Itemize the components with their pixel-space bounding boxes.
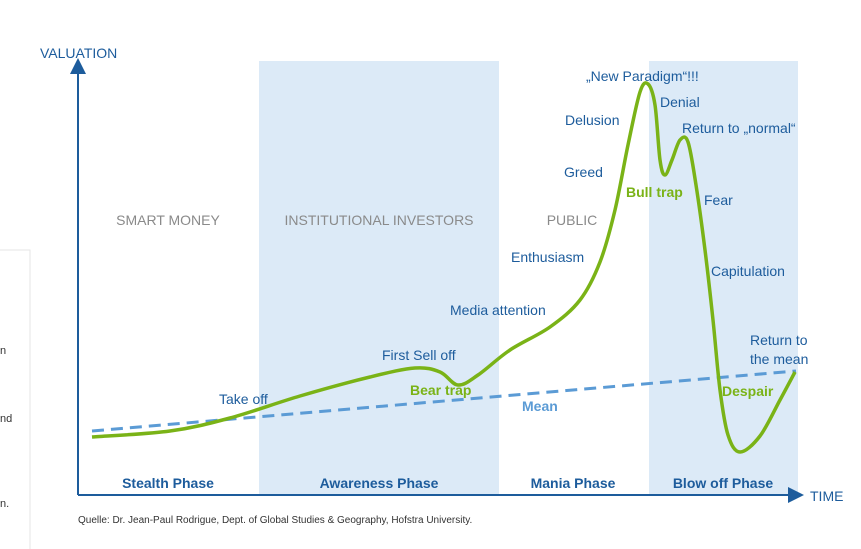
source: Quelle: Dr. Jean-Paul Rodrigue, Dept. of… [78,515,472,526]
annotation: Greed [564,164,603,180]
y-axis-label: VALUATION [40,45,117,61]
annotation: the mean [750,351,808,367]
zone-label: PUBLIC [547,212,598,228]
annotation: Delusion [565,112,619,128]
phase-label: Blow off Phase [673,475,774,491]
annotation: Take off [219,391,268,407]
sidebar-text: n [0,345,6,357]
annotation: Bull trap [626,184,683,200]
annotation: Return to [750,332,808,348]
annotation: „New Paradigm“!!! [586,68,699,84]
annotation: Enthusiasm [511,249,584,265]
zone-label: SMART MONEY [116,212,220,228]
annotation: First Sell off [382,347,456,363]
annotation: Bear trap [410,382,471,398]
sidebar-card [0,249,31,549]
sidebar-text: nd [0,413,12,425]
annotation: Despair [722,383,774,399]
phase-label: Stealth Phase [122,475,214,491]
sidebar-text: n. [0,498,9,510]
zone-label: INSTITUTIONAL INVESTORS [284,212,473,228]
annotation: Media attention [450,302,546,318]
band [259,61,499,495]
x-axis-label: TIME [810,488,843,504]
phase-label: Mania Phase [531,475,616,491]
mean-line [91,369,797,433]
annotation: Denial [660,94,700,110]
annotation: Mean [522,398,558,414]
annotation: Fear [704,192,733,208]
annotation: Return to „normal“ [682,120,796,136]
annotation: Capitulation [711,263,785,279]
bubble-curve [91,81,797,454]
phase-label: Awareness Phase [320,475,439,491]
